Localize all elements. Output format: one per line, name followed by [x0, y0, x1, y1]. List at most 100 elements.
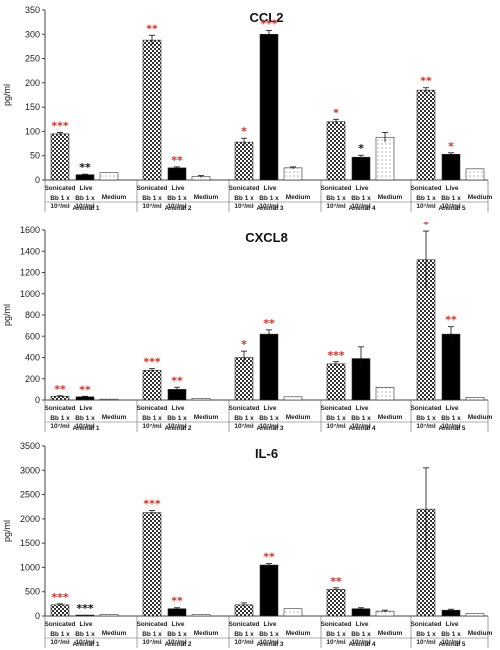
- dose-label: 10⁷/ml: [75, 639, 94, 646]
- bar: [326, 363, 346, 401]
- condition-label: Medium: [468, 630, 493, 637]
- bar: [465, 168, 485, 181]
- y-tick-label: 300: [25, 29, 40, 39]
- y-tick-label: 0: [35, 175, 40, 185]
- dose-label: 10⁷/ml: [326, 203, 345, 210]
- significance-marker: **: [330, 575, 342, 588]
- condition-label: Sonicated: [44, 185, 75, 192]
- bar: [50, 133, 70, 181]
- condition-label: Medium: [194, 194, 219, 201]
- y-tick-label: 1200: [20, 268, 40, 278]
- dose-label: Bb 1 x: [142, 631, 162, 638]
- bar: [75, 614, 95, 617]
- dose-label: 10⁷/ml: [75, 203, 94, 210]
- bar: [191, 614, 211, 617]
- dose-label: Bb 1 x: [416, 195, 436, 202]
- condition-label: Live: [171, 185, 184, 192]
- dose-label: 10⁷/ml: [167, 203, 186, 210]
- dose-label: Bb 1 x: [326, 415, 346, 422]
- y-tick-label: 600: [25, 331, 40, 341]
- bar: [191, 398, 211, 401]
- y-tick-label: 1000: [20, 289, 40, 299]
- chart-title: IL-6: [255, 446, 278, 461]
- bar: [142, 369, 162, 401]
- animal-label: Animal 2: [164, 641, 191, 648]
- dose-label: 10⁷/ml: [326, 639, 345, 646]
- chart-title: CXCL8: [245, 230, 288, 245]
- dose-label: Bb 1 x: [142, 415, 162, 422]
- bar: [99, 614, 119, 617]
- bar: [283, 608, 303, 617]
- condition-label: Sonicated: [44, 405, 75, 412]
- dose-label: 10⁷/ml: [75, 423, 94, 430]
- dose-label: Bb 1 x: [234, 631, 254, 638]
- condition-label: Live: [79, 621, 92, 628]
- y-tick-label: 100: [25, 126, 40, 136]
- animal-label: Animal 4: [348, 425, 375, 432]
- dose-label: 10⁷/ml: [142, 639, 161, 646]
- y-tick-label: 3500: [20, 441, 40, 451]
- significance-marker: ***: [143, 498, 161, 511]
- dose-label: 10⁷/ml: [351, 639, 370, 646]
- bar: [142, 512, 162, 617]
- dose-label: 10⁷/ml: [167, 639, 186, 646]
- dose-label: 10⁷/ml: [259, 203, 278, 210]
- condition-label: Sonicated: [228, 405, 259, 412]
- significance-marker: **: [171, 154, 183, 167]
- dose-label: Bb 1 x: [234, 415, 254, 422]
- y-tick-label: 1500: [20, 538, 40, 548]
- animal-label: Animal 2: [164, 425, 191, 432]
- condition-label: Live: [445, 621, 458, 628]
- condition-label: Sonicated: [410, 621, 441, 628]
- y-axis-label: pg/ml: [2, 304, 12, 326]
- y-tick-label: 150: [25, 102, 40, 112]
- dose-label: Bb 1 x: [351, 631, 371, 638]
- dose-label: 10⁷/ml: [50, 203, 69, 210]
- y-axis-label: pg/ml: [2, 84, 12, 106]
- significance-marker: ***: [51, 591, 69, 604]
- dose-label: 10⁷/ml: [259, 423, 278, 430]
- significance-marker: **: [263, 551, 275, 564]
- significance-marker: **: [171, 374, 183, 387]
- significance-marker: *: [241, 125, 247, 138]
- condition-label: Live: [445, 185, 458, 192]
- significance-marker: ***: [260, 17, 278, 30]
- bar: [326, 121, 346, 181]
- animal-label: Animal 1: [72, 425, 99, 432]
- dose-label: 10⁷/ml: [142, 203, 161, 210]
- bar: [351, 156, 371, 181]
- dose-label: Bb 1 x: [75, 195, 95, 202]
- condition-label: Medium: [378, 194, 403, 201]
- condition-label: Medium: [102, 194, 127, 201]
- y-tick-label: 250: [25, 54, 40, 64]
- condition-label: Medium: [102, 414, 127, 421]
- bar: [259, 564, 279, 617]
- dose-label: 10⁷/ml: [441, 203, 460, 210]
- significance-marker: *: [448, 140, 454, 153]
- y-tick-label: 1600: [20, 225, 40, 235]
- animal-label: Animal 4: [348, 205, 375, 212]
- significance-marker: *: [241, 338, 247, 351]
- condition-label: Sonicated: [228, 185, 259, 192]
- animal-label: Animal 5: [438, 425, 465, 432]
- dose-label: 10⁷/ml: [167, 423, 186, 430]
- dose-label: Bb 1 x: [259, 631, 279, 638]
- condition-label: Live: [171, 621, 184, 628]
- dose-label: Bb 1 x: [416, 415, 436, 422]
- condition-label: Live: [79, 405, 92, 412]
- condition-label: Medium: [378, 630, 403, 637]
- bar: [234, 141, 254, 181]
- dose-label: 10⁷/ml: [416, 639, 435, 646]
- significance-marker: **: [445, 314, 457, 327]
- dose-label: 10⁷/ml: [234, 639, 253, 646]
- y-tick-label: 2000: [20, 514, 40, 524]
- dose-label: Bb 1 x: [234, 195, 254, 202]
- dose-label: Bb 1 x: [326, 195, 346, 202]
- y-tick-label: 800: [25, 310, 40, 320]
- y-tick-label: 1400: [20, 246, 40, 256]
- dose-label: Bb 1 x: [167, 415, 187, 422]
- dose-label: 10⁷/ml: [259, 639, 278, 646]
- dose-label: 10⁷/ml: [351, 423, 370, 430]
- dose-label: Bb 1 x: [259, 195, 279, 202]
